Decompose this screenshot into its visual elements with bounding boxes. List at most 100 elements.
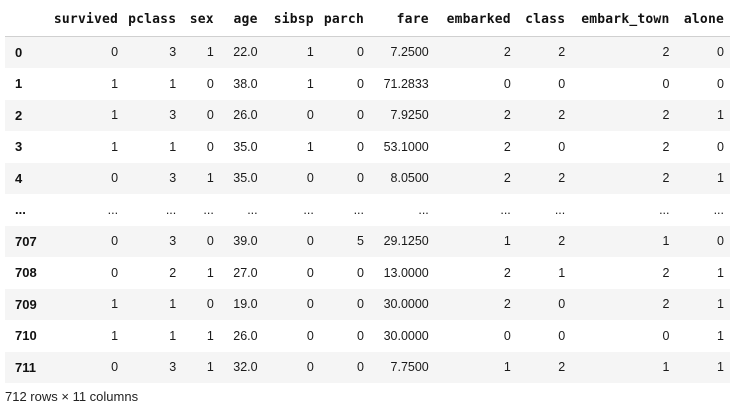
header-cell-survived: survived — [44, 4, 125, 37]
cell-fare: 30.0000 — [383, 328, 429, 343]
table-row: 710 1 1 1 26.0 0 0 30.0000 0 0 0 1 — [5, 320, 730, 352]
table-row: 1 1 1 0 38.0 1 0 71.2833 0 0 0 0 — [5, 68, 730, 100]
cell-age: 38.0 — [233, 76, 258, 91]
cell-alone: 1 — [717, 297, 724, 312]
cell-parch: 0 — [357, 76, 364, 91]
cell-pclass: 2 — [169, 265, 177, 280]
cell-pclass: 3 — [169, 108, 177, 123]
cell-embark-town: ... — [659, 202, 670, 217]
cell-fare: 30.0000 — [383, 297, 429, 312]
row-index-cell: 709 — [15, 296, 37, 312]
cell-fare: 7.7500 — [390, 360, 429, 375]
table-row: 711 0 3 1 32.0 0 0 7.7500 1 2 1 1 — [5, 351, 730, 383]
cell-sibsp: ... — [303, 202, 314, 217]
cell-embark-town: 2 — [662, 297, 670, 312]
table-row: 708 0 2 1 27.0 0 0 13.0000 2 1 2 1 — [5, 257, 730, 289]
cell-class: 2 — [558, 360, 566, 375]
cell-survived: 0 — [111, 234, 119, 249]
cell-sex: 1 — [206, 360, 214, 375]
cell-pclass: 3 — [169, 360, 177, 375]
cell-parch: 0 — [357, 171, 364, 186]
header-cell-embarked: embarked — [434, 4, 517, 37]
row-index-cell: 3 — [15, 139, 23, 155]
cell-class: 0 — [558, 76, 566, 91]
cell-alone: ... — [713, 202, 724, 217]
cell-sex: 0 — [206, 76, 214, 91]
header-cell-pclass: pclass — [124, 4, 183, 37]
cell-sex: 1 — [206, 45, 214, 60]
cell-sex: 0 — [206, 108, 214, 123]
cell-embark-town: 2 — [662, 265, 670, 280]
table-body: 0 0 3 1 22.0 1 0 7.2500 2 2 2 0 1 1 1 0 38.0 1 0 71.2833 0 0 0… — [5, 36, 730, 383]
header-cell-fare: fare — [369, 4, 435, 37]
cell-embarked: 2 — [503, 45, 511, 60]
cell-embark-town: 1 — [662, 234, 670, 249]
cell-fare: 7.9250 — [390, 108, 429, 123]
cell-sex: 0 — [206, 297, 214, 312]
cell-fare: 13.0000 — [383, 265, 429, 280]
header-cell-sex: sex — [182, 4, 220, 37]
cell-age: 22.0 — [233, 45, 258, 60]
cell-embarked: 2 — [503, 139, 511, 154]
cell-alone: 1 — [717, 171, 724, 186]
cell-pclass: 1 — [169, 297, 177, 312]
table-row: 709 1 1 0 19.0 0 0 30.0000 2 0 2 1 — [5, 288, 730, 320]
table-row: 3 1 1 0 35.0 1 0 53.1000 2 0 2 0 — [5, 131, 730, 163]
cell-embarked: 1 — [503, 360, 511, 375]
cell-class: 2 — [558, 234, 566, 249]
row-index-cell: 711 — [15, 359, 36, 375]
cell-pclass: 3 — [169, 171, 177, 186]
cell-sex: 1 — [206, 171, 214, 186]
cell-parch: 0 — [357, 360, 364, 375]
cell-embark-town: 0 — [662, 328, 670, 343]
header-cell-embark-town: embark_town — [571, 4, 676, 37]
cell-sibsp: 1 — [306, 45, 314, 60]
cell-age: 19.0 — [233, 297, 258, 312]
row-index-cell: 2 — [15, 107, 23, 123]
cell-class: 2 — [558, 171, 566, 186]
table-header: survived pclass sex age sibsp parch fare… — [5, 4, 730, 37]
cell-fare: 7.2500 — [390, 45, 429, 60]
cell-embarked: 2 — [503, 265, 511, 280]
cell-class: 2 — [558, 45, 566, 60]
cell-age: 26.0 — [233, 108, 258, 123]
cell-embark-town: 0 — [662, 76, 670, 91]
cell-class: 0 — [558, 328, 566, 343]
cell-parch: 0 — [357, 45, 364, 60]
cell-sibsp: 0 — [306, 108, 314, 123]
cell-alone: 0 — [717, 76, 724, 91]
cell-alone: 0 — [717, 139, 724, 154]
cell-class: 2 — [558, 108, 566, 123]
row-index-cell: 710 — [15, 328, 37, 344]
cell-age: ... — [247, 202, 258, 217]
cell-sex: 1 — [206, 265, 214, 280]
row-index-cell: 707 — [15, 233, 37, 249]
cell-sex: ... — [203, 202, 214, 217]
cell-fare: 29.1250 — [383, 234, 429, 249]
row-index-cell: 0 — [15, 44, 23, 60]
cell-fare: 53.1000 — [383, 139, 429, 154]
cell-embark-town: 2 — [662, 171, 670, 186]
cell-age: 27.0 — [233, 265, 258, 280]
cell-embarked: 0 — [503, 328, 511, 343]
cell-survived: 0 — [111, 360, 119, 375]
cell-parch: ... — [353, 202, 364, 217]
cell-sibsp: 1 — [306, 139, 314, 154]
header-cell-class: class — [516, 4, 572, 37]
cell-survived: 1 — [111, 108, 119, 123]
cell-sex: 1 — [206, 328, 214, 343]
cell-alone: 1 — [717, 360, 724, 375]
header-cell-age: age — [219, 4, 264, 37]
cell-pclass: 1 — [169, 139, 177, 154]
cell-embark-town: 2 — [662, 108, 670, 123]
cell-embarked: ... — [500, 202, 511, 217]
cell-parch: 0 — [357, 108, 364, 123]
cell-survived: 1 — [111, 328, 119, 343]
table-row: 0 0 3 1 22.0 1 0 7.2500 2 2 2 0 — [5, 36, 730, 68]
cell-sibsp: 0 — [306, 328, 314, 343]
row-index-cell: 4 — [15, 170, 23, 186]
cell-survived: 0 — [111, 265, 119, 280]
cell-alone: 1 — [717, 265, 724, 280]
cell-survived: 0 — [111, 171, 119, 186]
